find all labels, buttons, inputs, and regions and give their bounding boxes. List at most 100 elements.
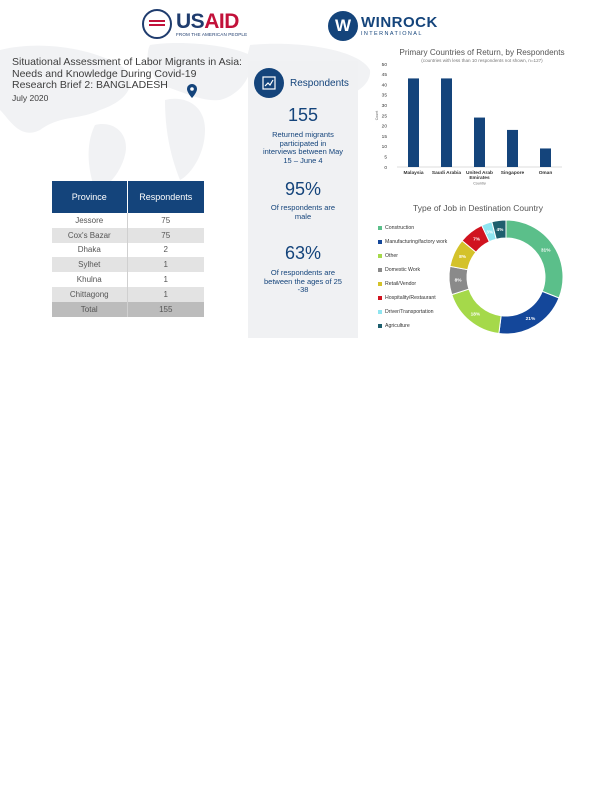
donut-data-label: 4% xyxy=(497,227,505,233)
stat-age: 63% Of respondents are between the ages … xyxy=(248,243,358,295)
usaid-tagline: FROM THE AMERICAN PEOPLE xyxy=(176,31,248,37)
legend-item: Construction xyxy=(378,221,447,235)
countries-bar-chart: 0 5 10 15 20 25 30 35 40 45 50 Count Malaysia Saudi A… xyxy=(375,62,562,186)
legend-label: Retail/Vendor xyxy=(385,281,417,287)
table-row: Chittagong 1 xyxy=(52,286,204,302)
donut-slice-8 xyxy=(491,220,507,240)
legend-swatch xyxy=(378,296,382,300)
cell-province: Dhaka xyxy=(52,242,128,258)
table-row: Sylhet 1 xyxy=(52,257,204,273)
y-tick-label: 15 xyxy=(382,134,388,140)
table-row: Khulna 1 xyxy=(52,272,204,287)
stat-male: 95% Of respondents are male xyxy=(248,179,358,221)
winrock-mark-icon: W xyxy=(328,11,358,41)
donut-data-label: 18% xyxy=(471,312,481,318)
cell-respondents: 1 xyxy=(163,275,168,285)
title-line-1: Situational Assessment of Labor Migrants… xyxy=(12,56,242,68)
stat-participants-text: Returned migrants participated in interv… xyxy=(262,130,344,165)
x-tick-label: Malaysia xyxy=(403,170,423,176)
legend-item: Domestic Work xyxy=(378,263,447,277)
respondents-title: Respondents xyxy=(290,77,349,89)
legend-item: Agriculture xyxy=(378,319,447,333)
report-date: July 2020 xyxy=(12,92,49,103)
report-chart-icon xyxy=(254,68,284,98)
usaid-logo-aid: AID xyxy=(204,9,239,33)
stat-age-value: 63% xyxy=(284,243,322,263)
job-type-donut-chart: 31% 21% 18% 8% 8% 7% 3% 4% xyxy=(448,220,564,335)
donut-data-label: 21% xyxy=(526,316,536,322)
title-line-2: Needs and Knowledge During Covid-19 xyxy=(12,67,197,80)
bar-chart-subtitle: (countries with less than 10 respondents… xyxy=(421,58,543,63)
bar-chart-title: Primary Countries of Return, by Responde… xyxy=(399,48,565,57)
header-province: Province xyxy=(52,181,128,213)
legend-swatch xyxy=(378,310,382,314)
y-tick-label: 30 xyxy=(382,103,388,109)
legend-label: Other xyxy=(385,253,398,259)
donut-slice-2 xyxy=(498,290,560,335)
x-tick-label: United Arab xyxy=(466,170,493,176)
header-respondents: Respondents xyxy=(127,181,204,213)
donut-data-label: 3% xyxy=(486,229,494,235)
report-title: Situational Assessment of Labor Migrants… xyxy=(12,56,252,103)
location-pin-icon xyxy=(187,84,197,98)
bar-2 xyxy=(441,78,452,167)
cell-province: Chittagong xyxy=(52,286,128,302)
legend-item: Hospitality/Restaurant xyxy=(378,291,447,305)
stat-male-value: 95% xyxy=(284,179,322,199)
legend-label: Construction xyxy=(385,225,415,231)
usaid-logo-us: US xyxy=(176,9,205,33)
cell-respondents: 75 xyxy=(127,227,204,243)
title-line-3: Research Brief 2: BANGLADESH xyxy=(12,79,168,91)
donut-data-label: 31% xyxy=(541,248,551,254)
y-axis-label: Count xyxy=(375,111,379,121)
usaid-seal-icon xyxy=(142,9,172,39)
donut-data-label: 8% xyxy=(455,278,463,284)
donut-legend: Construction Manufacturing/factory work Ot… xyxy=(378,221,447,333)
table-row: Cox's Bazar 75 xyxy=(52,227,204,243)
x-tick-label: Singapore xyxy=(501,170,525,176)
legend-item: Retail/Vendor xyxy=(378,277,447,291)
y-tick-label: 50 xyxy=(382,62,388,68)
legend-label: Manufacturing/factory work xyxy=(385,239,448,245)
cell-province: Khulna xyxy=(52,272,128,287)
table-header-row: Province Respondents xyxy=(52,181,204,213)
bar-4 xyxy=(507,129,518,167)
table-total-row: Total 155 xyxy=(52,301,204,317)
legend-swatch xyxy=(378,282,382,286)
winrock-logo: W WINROCK INTERNATIONAL xyxy=(328,11,438,41)
cell-total-label: Total xyxy=(52,301,128,317)
legend-item: Manufacturing/factory work xyxy=(378,235,447,249)
cell-total-value: 155 xyxy=(127,301,204,317)
legend-label: Domestic Work xyxy=(385,267,421,273)
x-axis-label: Country xyxy=(473,182,486,186)
bar-1 xyxy=(408,78,419,167)
legend-label: Driver/Transportation xyxy=(385,309,434,315)
table-row: Dhaka 2 xyxy=(52,242,204,258)
y-tick-label: 20 xyxy=(382,124,388,130)
legend-item: Driver/Transportation xyxy=(378,305,447,319)
table-row: Jessore 75 xyxy=(52,213,204,228)
cell-respondents: 75 xyxy=(161,215,171,225)
stat-participants: 155 Returned migrants participated in in… xyxy=(248,105,358,165)
bar-5 xyxy=(540,148,551,167)
world-map-backdrop xyxy=(0,43,371,190)
x-tick-label: Saudi Arabia xyxy=(432,170,461,176)
legend-swatch xyxy=(378,254,382,258)
cell-respondents: 1 xyxy=(127,257,204,273)
x-tick-label: Emirates xyxy=(469,175,490,181)
respondents-panel: Respondents 155 Returned migrants partic… xyxy=(248,61,358,338)
y-tick-label: 0 xyxy=(384,165,387,171)
legend-item: Other xyxy=(378,249,447,263)
y-tick-label: 25 xyxy=(382,113,388,119)
winrock-name: WINROCK xyxy=(361,14,438,31)
donut-slice-1 xyxy=(505,220,564,299)
stat-participants-value: 155 xyxy=(287,105,319,125)
province-table: Province Respondents Jessore 75 Cox's Ba… xyxy=(52,181,204,317)
legend-swatch xyxy=(378,268,382,272)
donut-chart-title: Type of Job in Destination Country xyxy=(413,203,543,213)
y-tick-label: 10 xyxy=(382,144,388,150)
winrock-tagline: INTERNATIONAL xyxy=(361,31,423,37)
donut-data-label: 7% xyxy=(473,237,481,243)
cell-respondents: 2 xyxy=(163,245,168,255)
legend-swatch xyxy=(378,324,382,328)
